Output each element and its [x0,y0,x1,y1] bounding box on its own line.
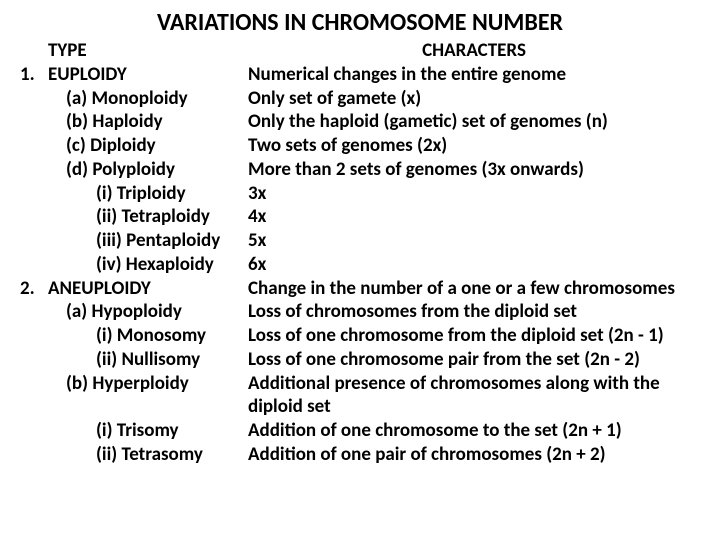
column-headers: TYPE CHARACTERS [20,39,700,63]
table-row: (iv) Hexaploidy6x [20,253,700,277]
rows-container: 1.EUPLOIDYNumerical changes in the entir… [20,63,700,467]
table-row: (b) HyperploidyAdditional presence of ch… [20,372,700,420]
row-character: Change in the number of a one or a few c… [248,277,700,301]
row-character: Addition of one pair of chromosomes (2n … [248,443,700,467]
row-character: Loss of one chromosome from the diploid … [248,324,700,348]
table-row: (ii) NullisomyLoss of one chromosome pai… [20,348,700,372]
row-character: 3x [248,182,700,206]
row-character: 4x [248,205,700,229]
row-type: (ii) Nullisomy [48,348,248,372]
table-row: (i) Triploidy3x [20,182,700,206]
row-character: Only the haploid (gametic) set of genome… [248,110,700,134]
header-characters: CHARACTERS [248,39,700,63]
row-type: (c) Diploidy [48,134,248,158]
row-character: 5x [248,229,700,253]
row-type: (i) Triploidy [48,182,248,206]
table-row: (d) PolyploidyMore than 2 sets of genome… [20,158,700,182]
table-row: (ii) TetrasomyAddition of one pair of ch… [20,443,700,467]
row-character: Additional presence of chromosomes along… [248,372,700,420]
row-character: Loss of one chromosome pair from the set… [248,348,700,372]
row-type: (d) Polyploidy [48,158,248,182]
header-type: TYPE [20,39,248,63]
row-number: 2. [20,277,48,301]
row-type: (i) Monosomy [48,324,248,348]
row-type: (ii) Tetraploidy [48,205,248,229]
row-type: (b) Haploidy [48,110,248,134]
row-character: More than 2 sets of genomes (3x onwards) [248,158,700,182]
row-character: 6x [248,253,700,277]
table-row: 2.ANEUPLOIDYChange in the number of a on… [20,277,700,301]
row-type: (b) Hyperploidy [48,372,248,396]
table-row: 1.EUPLOIDYNumerical changes in the entir… [20,63,700,87]
row-type: ANEUPLOIDY [48,277,248,301]
row-type: (a) Hypoploidy [48,300,248,324]
table-row: (a) HypoploidyLoss of chromosomes from t… [20,300,700,324]
row-type: (ii) Tetrasomy [48,443,248,467]
row-character: Loss of chromosomes from the diploid set [248,300,700,324]
page-title: VARIATIONS IN CHROMOSOME NUMBER [20,8,700,37]
row-character: Numerical changes in the entire genome [248,63,700,87]
table-row: (iii) Pentaploidy5x [20,229,700,253]
table-row: (i) MonosomyLoss of one chromosome from … [20,324,700,348]
row-character: Only set of gamete (x) [248,87,700,111]
table-row: (b) HaploidyOnly the haploid (gametic) s… [20,110,700,134]
row-type: (iii) Pentaploidy [48,229,248,253]
row-character: Two sets of genomes (2x) [248,134,700,158]
row-type: (iv) Hexaploidy [48,253,248,277]
row-number: 1. [20,63,48,87]
table-row: (a) MonoploidyOnly set of gamete (x) [20,87,700,111]
table-row: (c) DiploidyTwo sets of genomes (2x) [20,134,700,158]
table-row: (ii) Tetraploidy4x [20,205,700,229]
row-character: Addition of one chromosome to the set (2… [248,419,700,443]
table-row: (i) TrisomyAddition of one chromosome to… [20,419,700,443]
row-type: (a) Monoploidy [48,87,248,111]
row-type: EUPLOIDY [48,63,248,87]
row-type: (i) Trisomy [48,419,248,443]
